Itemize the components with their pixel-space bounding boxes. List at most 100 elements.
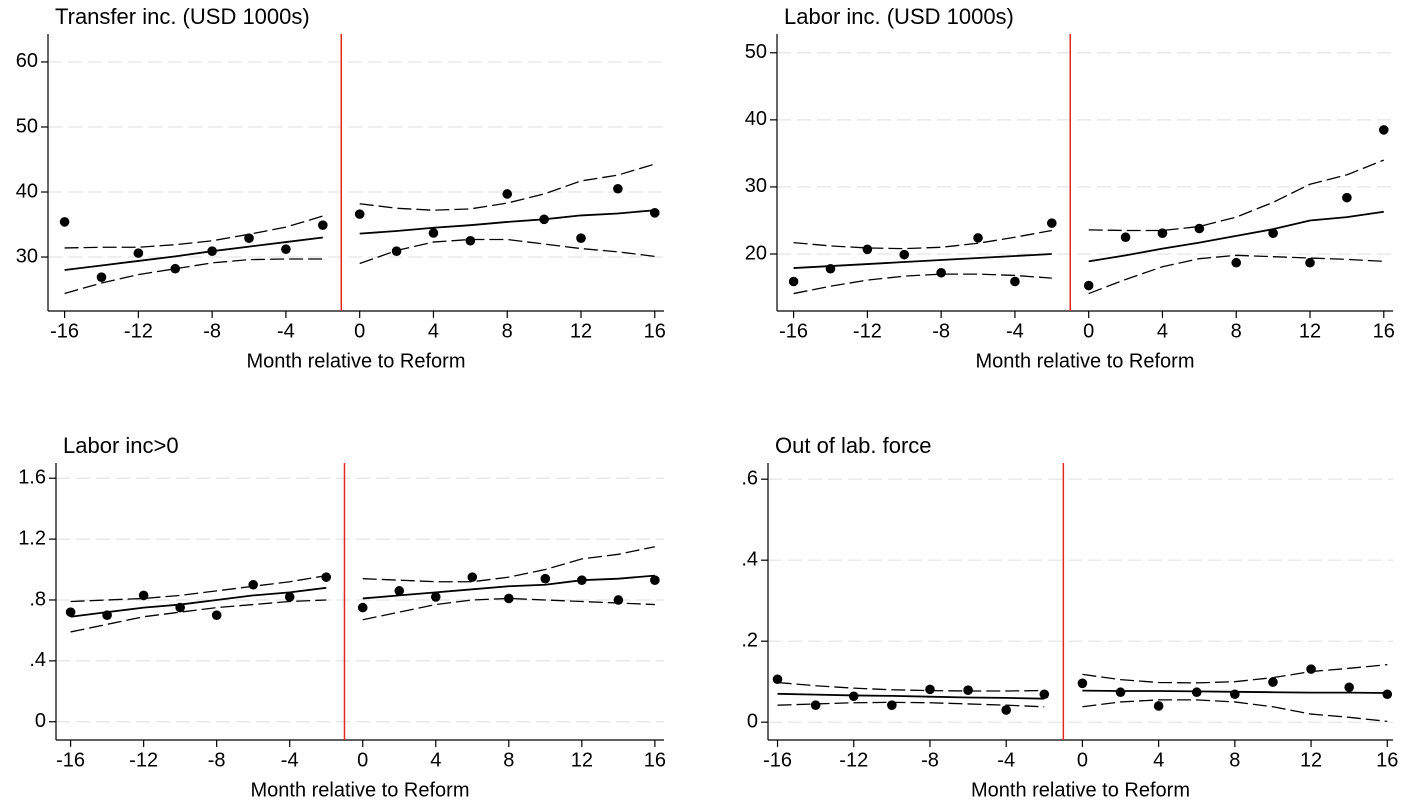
- x-axis-label: Month relative to Reform: [251, 779, 470, 801]
- point: [540, 573, 551, 584]
- point: [96, 272, 107, 282]
- x-axis-label: Month relative to Reform: [247, 350, 466, 372]
- x-tick-label: -4: [1006, 320, 1024, 342]
- point: [1194, 223, 1205, 234]
- x-tick-label: -16: [763, 749, 792, 771]
- y-tick-label: 50: [16, 115, 38, 137]
- x-axis-label: Month relative to Reform: [971, 779, 1190, 801]
- ci-lower: [1082, 699, 1388, 723]
- point: [211, 610, 222, 620]
- point: [1382, 689, 1393, 700]
- x-axis-label: Month relative to Reform: [976, 350, 1195, 372]
- ci-lower: [70, 599, 327, 633]
- point: [613, 183, 623, 194]
- ci-lower: [1088, 254, 1384, 295]
- x-tick-label: 12: [1300, 749, 1322, 771]
- x-tick-label: 12: [571, 749, 593, 771]
- point: [244, 233, 254, 243]
- y-tick-label: .2: [741, 629, 758, 651]
- point: [207, 246, 217, 256]
- x-tick-label: -8: [208, 749, 226, 771]
- point: [354, 209, 365, 219]
- y-tick-label: .6: [741, 467, 758, 489]
- x-tick-label: -16: [56, 749, 85, 771]
- point: [175, 602, 185, 613]
- point: [284, 592, 295, 602]
- x-tick-label: -16: [779, 320, 808, 342]
- x-tick-label: 12: [570, 320, 592, 342]
- point: [1157, 228, 1168, 238]
- y-tick-label: 0: [35, 710, 46, 732]
- point: [321, 572, 332, 582]
- y-tick-label: 50: [745, 41, 767, 63]
- x-tick-label: -16: [50, 320, 79, 342]
- fit-line: [359, 209, 655, 235]
- ci-upper: [777, 681, 1045, 692]
- fit-line: [70, 586, 327, 618]
- point: [1268, 677, 1278, 687]
- x-tick-label: 0: [1083, 320, 1094, 342]
- point: [430, 592, 441, 602]
- y-tick-label: 40: [16, 180, 38, 202]
- point: [862, 244, 873, 255]
- y-tick-label: .4: [741, 548, 758, 570]
- x-tick-label: -12: [124, 320, 153, 342]
- point: [963, 685, 973, 695]
- x-tick-label: 16: [644, 320, 666, 342]
- point: [650, 575, 660, 585]
- x-tick-label: -8: [921, 749, 939, 771]
- ci-lower: [64, 258, 323, 295]
- point: [899, 249, 910, 260]
- point: [504, 593, 514, 604]
- x-tick-label: -4: [997, 749, 1015, 771]
- point: [1153, 701, 1164, 711]
- ci-lower: [362, 597, 655, 621]
- point: [502, 189, 513, 199]
- fit-line: [777, 692, 1045, 700]
- y-tick-label: 20: [745, 242, 767, 264]
- x-tick-label: -12: [129, 749, 158, 771]
- point: [810, 700, 821, 710]
- x-tick-label: -12: [839, 749, 868, 771]
- ci-upper: [1088, 159, 1385, 232]
- point: [1305, 257, 1315, 268]
- point: [394, 586, 405, 596]
- y-tick-label: 30: [745, 175, 767, 197]
- x-tick-label: -8: [203, 320, 221, 342]
- point: [133, 248, 144, 258]
- point: [281, 244, 291, 255]
- point: [1120, 232, 1131, 243]
- point: [1010, 276, 1020, 287]
- ci-upper: [64, 215, 323, 249]
- point: [649, 208, 660, 218]
- point: [1083, 280, 1094, 291]
- point: [1268, 228, 1278, 238]
- y-tick-label: 1.6: [18, 467, 46, 489]
- y-tick-label: .8: [29, 588, 46, 610]
- panel-title: Labor inc. (USD 1000s): [784, 4, 1014, 29]
- fit-line: [1088, 210, 1384, 263]
- x-tick-label: 8: [503, 749, 514, 771]
- x-tick-label: 16: [1373, 320, 1395, 342]
- ci-lower: [793, 273, 1052, 295]
- point: [825, 263, 836, 274]
- y-tick-label: 60: [16, 50, 38, 72]
- x-tick-label: -12: [853, 320, 882, 342]
- panel-title: Transfer inc. (USD 1000s): [55, 4, 310, 29]
- fit-line: [362, 574, 655, 600]
- point: [1047, 218, 1057, 228]
- point: [925, 684, 935, 695]
- point: [1342, 192, 1352, 203]
- x-tick-label: 16: [1376, 749, 1398, 771]
- x-tick-label: 8: [1229, 749, 1240, 771]
- point: [973, 233, 983, 243]
- x-tick-label: -4: [281, 749, 299, 771]
- point: [59, 217, 70, 227]
- ci-upper: [70, 574, 327, 603]
- point: [887, 700, 897, 710]
- x-tick-label: 12: [1299, 320, 1321, 342]
- point: [1191, 687, 1202, 698]
- point: [357, 602, 368, 613]
- x-tick-label: 0: [354, 320, 365, 342]
- x-tick-label: 0: [1077, 749, 1088, 771]
